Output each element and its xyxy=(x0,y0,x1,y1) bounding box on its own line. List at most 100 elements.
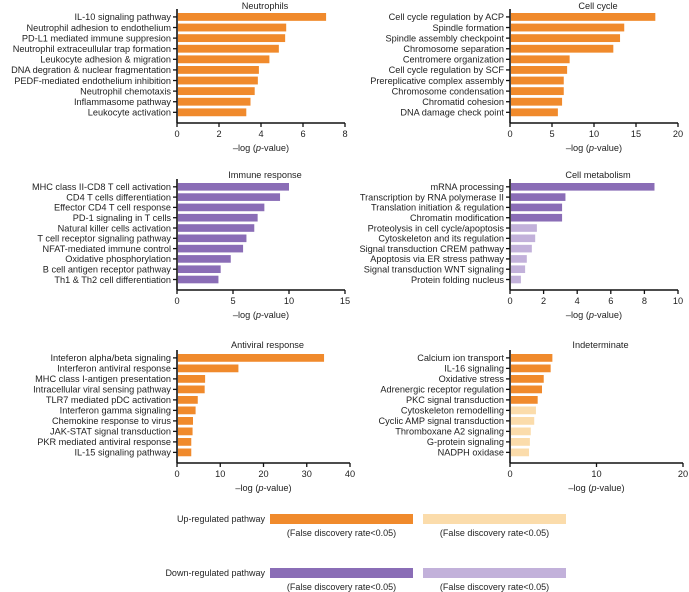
bar xyxy=(511,224,537,232)
bar xyxy=(511,427,531,436)
bar xyxy=(511,213,563,222)
bar xyxy=(178,203,265,212)
category-label: Centromere organization xyxy=(403,55,504,65)
bar xyxy=(178,448,192,457)
x-tick-label: 5 xyxy=(549,129,554,139)
legend-row-label: Down-regulated pathway xyxy=(165,568,265,578)
chart-panel-indeterminate: Indeterminate Calcium ion transportIL-16 … xyxy=(379,340,689,493)
bar xyxy=(511,396,538,404)
bar xyxy=(511,406,536,415)
category-label: Neutrophil adhesion to endothelium xyxy=(26,23,171,33)
category-label: PEDF-mediated endothelium inhibition xyxy=(14,76,171,86)
category-label: Signal transduction WNT signaling xyxy=(364,265,504,275)
bar xyxy=(178,23,287,32)
x-axis-title: –log (p-value) xyxy=(235,483,291,493)
x-axis-title-prefix: –log ( xyxy=(568,483,591,493)
bar xyxy=(178,55,270,64)
category-label: Calcium ion transport xyxy=(417,353,504,363)
bar xyxy=(511,108,558,117)
x-axis-title-italic: p xyxy=(257,483,263,493)
category-label: Neutrophil chemotaxis xyxy=(80,86,171,96)
x-axis-title-prefix: –log ( xyxy=(233,310,256,320)
chart-title: Indeterminate xyxy=(572,340,628,350)
category-label: Spindle formation xyxy=(433,23,505,33)
x-tick-label: 8 xyxy=(342,129,347,139)
x-axis-title-suffix: -value) xyxy=(264,483,292,493)
legend-swatch xyxy=(423,568,566,578)
bar xyxy=(511,193,566,201)
chart-title: Neutrophils xyxy=(242,1,289,11)
x-tick-label: 6 xyxy=(300,129,305,139)
chart-panel-immune-response: Immune response MHC class II-CD8 T cell a… xyxy=(32,170,350,320)
bar xyxy=(511,438,530,446)
legend: Up-regulated pathway (False discovery rat… xyxy=(165,514,566,592)
legend-swatch xyxy=(423,514,566,524)
category-label: Interferon gamma signaling xyxy=(60,406,171,416)
chart-title: Cell metabolism xyxy=(565,170,631,180)
category-label: Cyclic AMP signal transduction xyxy=(379,416,504,426)
category-label: Prereplicative complex assembly xyxy=(370,76,504,86)
x-tick-label: 0 xyxy=(507,469,512,479)
x-axis-title-prefix: –log ( xyxy=(235,483,258,493)
bar xyxy=(511,448,530,457)
bar xyxy=(178,183,289,191)
category-label: PD-L1 mediated immune suppresion xyxy=(22,33,171,43)
bar xyxy=(178,66,259,74)
x-tick-label: 15 xyxy=(340,296,350,306)
category-label: Signal transduction CREM pathway xyxy=(359,244,504,254)
category-label: NFAT-mediated immune control xyxy=(42,244,171,254)
category-label: TLR7 mediated pDC activation xyxy=(46,395,171,405)
category-label: Interferon antiviral response xyxy=(57,364,171,374)
category-label: Leukocyte activation xyxy=(88,108,171,118)
category-label: MHC class II-CD8 T cell activation xyxy=(32,182,171,192)
bar xyxy=(511,364,551,373)
bar xyxy=(511,66,568,74)
bar xyxy=(511,183,655,191)
category-label: IL-10 signaling pathway xyxy=(74,12,171,22)
bar xyxy=(178,224,255,232)
bar xyxy=(178,193,281,201)
chart-panel-antiviral-response: Antiviral response Inteferon alpha/beta s… xyxy=(33,340,355,493)
legend-caption: (False discovery rate<0.05) xyxy=(440,582,549,592)
x-axis-title: –log (p-value) xyxy=(566,143,622,153)
bar xyxy=(178,275,219,284)
legend-row: Up-regulated pathway (False discovery rat… xyxy=(177,514,566,538)
x-tick-label: 4 xyxy=(258,129,263,139)
bar xyxy=(178,213,258,222)
legend-caption: (False discovery rate<0.05) xyxy=(287,528,396,538)
bar xyxy=(178,244,244,253)
bar xyxy=(511,87,564,96)
bar xyxy=(511,13,656,21)
x-axis-title-suffix: -value) xyxy=(594,143,622,153)
bar xyxy=(178,13,327,21)
x-axis-title: –log (p-value) xyxy=(233,143,289,153)
legend-row-label: Up-regulated pathway xyxy=(177,514,266,524)
x-axis-title-italic: p xyxy=(588,310,594,320)
x-tick-label: 2 xyxy=(216,129,221,139)
category-label: IL-15 signaling pathway xyxy=(74,448,171,458)
x-tick-label: 10 xyxy=(215,469,225,479)
bar xyxy=(178,87,255,96)
category-label: B cell antigen receptor pathway xyxy=(43,265,172,275)
bar xyxy=(178,265,221,274)
category-label: Inteferon alpha/beta signaling xyxy=(50,353,171,363)
x-tick-label: 0 xyxy=(174,129,179,139)
category-label: Cell cycle regulation by ACP xyxy=(389,12,504,22)
bar xyxy=(511,34,621,43)
x-tick-label: 6 xyxy=(608,296,613,306)
category-label: Cytoskeleton remodelling xyxy=(401,406,504,416)
x-axis-title-prefix: –log ( xyxy=(566,143,589,153)
legend-row: Down-regulated pathway (False discovery r… xyxy=(165,568,566,592)
x-tick-label: 20 xyxy=(678,469,688,479)
x-tick-label: 0 xyxy=(174,296,179,306)
bar xyxy=(178,354,325,362)
category-label: Spindle assembly checkpoint xyxy=(386,33,505,43)
category-label: Proteolysis in cell cycle/apoptosis xyxy=(368,223,505,233)
x-tick-label: 8 xyxy=(642,296,647,306)
category-label: Cell cycle regulation by SCF xyxy=(389,65,505,75)
category-label: Cytoskeleton and its regulation xyxy=(378,234,504,244)
category-label: Chemokine response to virus xyxy=(52,416,171,426)
bar xyxy=(178,427,193,436)
category-label: Transcription by RNA polymerase II xyxy=(360,192,504,202)
